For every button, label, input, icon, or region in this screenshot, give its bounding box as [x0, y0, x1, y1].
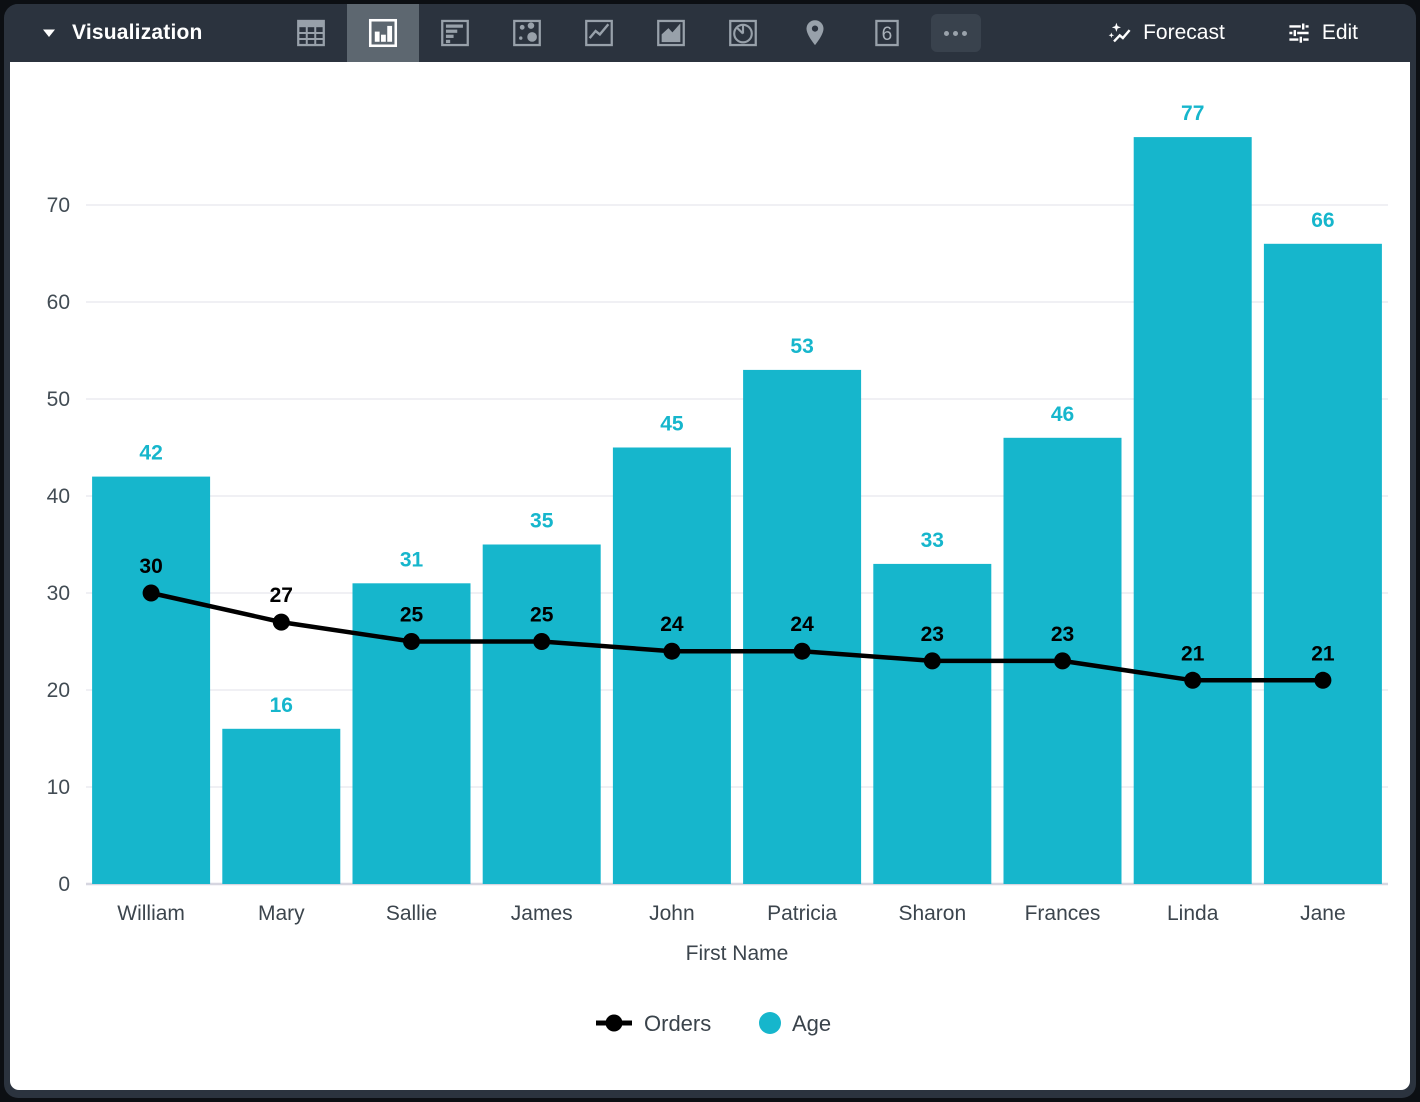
bar-value-label: 77: [1181, 102, 1204, 125]
bar[interactable]: [1133, 137, 1252, 885]
line-value-label: 21: [1181, 642, 1205, 665]
y-tick-label: 10: [47, 776, 70, 799]
chart-type-switcher: 6: [275, 4, 981, 62]
y-tick-label: 20: [47, 679, 70, 702]
line-point[interactable]: [533, 633, 551, 650]
line-point[interactable]: [793, 642, 811, 660]
bar-value-label: 42: [139, 442, 162, 465]
combo-chart: 0 10 20 30 40 50 60 70 42 16 31 35 45 53 33 46 77 66 30 27 2…: [47, 102, 1388, 1036]
single-value-glyph: 6: [881, 24, 892, 45]
area-chart-icon[interactable]: [635, 4, 707, 62]
bar-value-label: 31: [400, 548, 424, 571]
x-tick-label: Sallie: [386, 902, 437, 925]
scatter-icon[interactable]: [491, 4, 563, 62]
pie-chart-icon[interactable]: [707, 4, 779, 62]
single-value-icon[interactable]: 6: [851, 4, 923, 62]
line-value-label: 30: [139, 555, 162, 578]
panel-title: Visualization: [72, 21, 203, 44]
line-point[interactable]: [663, 642, 681, 660]
x-tick-label: William: [117, 902, 185, 925]
forecast-label: Forecast: [1143, 21, 1225, 44]
x-tick-label: James: [511, 902, 573, 925]
x-tick-label: Jane: [1300, 902, 1346, 925]
x-axis-title: First Name: [686, 942, 789, 965]
line-value-label: 25: [400, 604, 424, 627]
line-value-label: 23: [1051, 623, 1074, 646]
x-tick-label: Patricia: [767, 902, 837, 925]
map-icon[interactable]: [779, 4, 851, 62]
bar[interactable]: [352, 583, 471, 884]
legend: Orders Age: [596, 1011, 831, 1036]
edit-icon: [1287, 21, 1311, 45]
caret-down-icon: [42, 28, 56, 38]
bar-value-label: 35: [530, 510, 554, 533]
line-point[interactable]: [923, 652, 941, 670]
bar[interactable]: [482, 544, 601, 885]
x-tick-label: Mary: [258, 902, 305, 925]
visualization-toolbar: Visualization: [10, 4, 1410, 62]
x-tick-label: Frances: [1025, 902, 1101, 925]
bar-value-label: 66: [1311, 209, 1334, 232]
bar[interactable]: [1263, 243, 1382, 885]
bar[interactable]: [743, 369, 862, 884]
bar[interactable]: [222, 728, 341, 884]
y-tick-label: 50: [47, 388, 70, 411]
y-tick-label: 0: [58, 873, 70, 896]
table-icon[interactable]: [275, 4, 347, 62]
line-point[interactable]: [1184, 671, 1202, 689]
x-tick-label: Sharon: [898, 902, 966, 925]
legend-orders-label[interactable]: Orders: [644, 1011, 711, 1036]
forecast-icon: [1108, 21, 1132, 45]
bar-value-label: 46: [1051, 403, 1074, 426]
line-point[interactable]: [142, 584, 160, 602]
edit-button[interactable]: Edit: [1287, 21, 1358, 45]
y-tick-label: 70: [47, 194, 70, 217]
bar[interactable]: [92, 476, 211, 884]
line-value-label: 24: [660, 613, 684, 636]
visualization-panel: Visualization: [4, 4, 1416, 1098]
line-point[interactable]: [1054, 652, 1071, 670]
line-point[interactable]: [1314, 671, 1332, 689]
bar[interactable]: [873, 563, 992, 884]
bar-value-label: 33: [921, 529, 944, 552]
bar-chart-icon[interactable]: [419, 4, 491, 62]
y-tick-label: 30: [47, 582, 70, 605]
more-icon[interactable]: [930, 14, 981, 52]
line-value-label: 27: [270, 584, 293, 607]
bar-value-label: 53: [790, 335, 813, 358]
line-value-label: 25: [530, 604, 554, 627]
legend-age-marker[interactable]: [759, 1012, 781, 1034]
line-point[interactable]: [403, 633, 420, 650]
legend-age-label[interactable]: Age: [792, 1011, 831, 1036]
forecast-button[interactable]: Forecast: [1108, 21, 1225, 45]
orders-line[interactable]: [150, 590, 1323, 683]
column-chart-icon[interactable]: [346, 4, 419, 62]
y-tick-label: 60: [47, 291, 70, 314]
edit-label: Edit: [1321, 21, 1358, 44]
line-point[interactable]: [272, 613, 290, 631]
y-tick-label: 40: [47, 485, 70, 508]
panel-collapse-toggle[interactable]: Visualization: [10, 21, 203, 45]
line-value-label: 21: [1311, 642, 1335, 665]
line-value-label: 24: [790, 613, 814, 636]
line-value-label: 23: [921, 623, 944, 646]
bar[interactable]: [612, 447, 731, 885]
bar-value-label: 16: [270, 694, 293, 717]
chart-canvas: 0 10 20 30 40 50 60 70 42 16 31 35 45 53 33 46 77 66 30 27 2…: [10, 62, 1410, 1090]
bar-value-label: 45: [660, 413, 684, 436]
x-tick-label: Linda: [1167, 902, 1219, 925]
x-tick-label: John: [649, 902, 695, 925]
line-chart-icon[interactable]: [563, 4, 635, 62]
